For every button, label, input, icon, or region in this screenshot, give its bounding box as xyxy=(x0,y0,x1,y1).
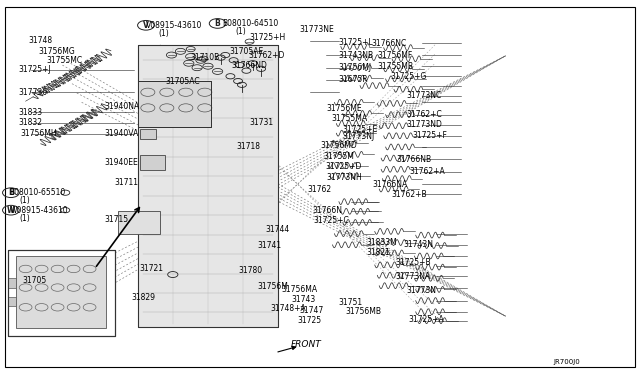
Text: 31721: 31721 xyxy=(140,264,164,273)
Text: 31762+D: 31762+D xyxy=(248,51,285,60)
Text: 31762+B: 31762+B xyxy=(392,190,428,199)
Text: 31756MF: 31756MF xyxy=(378,51,413,60)
Text: 31940VA: 31940VA xyxy=(104,129,139,138)
Text: B08010-65510: B08010-65510 xyxy=(10,188,66,197)
Text: B: B xyxy=(8,188,13,197)
Text: 31756MB: 31756MB xyxy=(346,307,381,316)
Bar xyxy=(138,81,211,127)
Bar xyxy=(138,45,278,327)
Text: 31821: 31821 xyxy=(366,248,390,257)
Text: (1): (1) xyxy=(19,214,30,223)
Text: 317730: 317730 xyxy=(18,88,47,97)
Text: 31715: 31715 xyxy=(104,215,129,224)
Bar xyxy=(8,250,115,336)
Text: 31756MA: 31756MA xyxy=(282,285,317,294)
Text: 31756MJ: 31756MJ xyxy=(338,63,371,72)
Text: 31741: 31741 xyxy=(257,241,282,250)
Text: 31756ME: 31756ME xyxy=(326,104,362,113)
Text: 31766NC: 31766NC xyxy=(371,39,406,48)
Text: (1): (1) xyxy=(19,196,30,205)
Text: 31725+A: 31725+A xyxy=(408,315,444,324)
Text: 31705AE: 31705AE xyxy=(229,47,264,56)
Bar xyxy=(118,211,160,234)
Bar xyxy=(8,278,16,288)
Bar xyxy=(138,45,278,327)
Text: 31725+J: 31725+J xyxy=(18,65,51,74)
Text: 31705: 31705 xyxy=(22,276,47,285)
Text: 31744: 31744 xyxy=(266,225,290,234)
Text: JR700J0: JR700J0 xyxy=(554,359,580,365)
Text: 31773NC: 31773NC xyxy=(406,92,442,100)
Text: 31762: 31762 xyxy=(307,185,332,194)
Text: 31675R: 31675R xyxy=(338,76,367,84)
Text: 31731: 31731 xyxy=(250,118,274,127)
Text: 31762+A: 31762+A xyxy=(410,167,445,176)
Bar xyxy=(140,129,156,139)
Text: 31766NA: 31766NA xyxy=(372,180,408,189)
Text: 31766N: 31766N xyxy=(312,206,342,215)
Text: 31725+C: 31725+C xyxy=(314,216,349,225)
Text: 31773NE: 31773NE xyxy=(300,25,334,33)
Text: 31940NA: 31940NA xyxy=(104,102,140,110)
Text: 31755MC: 31755MC xyxy=(47,56,83,65)
Bar xyxy=(8,297,16,306)
Text: W: W xyxy=(6,206,15,215)
Text: 31756MH: 31756MH xyxy=(20,129,57,138)
Text: 31766ND: 31766ND xyxy=(232,61,268,70)
Text: 31725+D: 31725+D xyxy=(325,162,362,171)
Text: (1): (1) xyxy=(236,27,246,36)
Text: 31833M: 31833M xyxy=(366,238,397,247)
Text: 31773NH: 31773NH xyxy=(326,173,362,182)
Bar xyxy=(8,250,115,336)
Text: 31773ND: 31773ND xyxy=(406,120,442,129)
Text: 31743NB: 31743NB xyxy=(338,51,373,60)
Text: B: B xyxy=(215,19,220,28)
Text: 31710B: 31710B xyxy=(191,53,220,62)
Text: 31755MA: 31755MA xyxy=(332,114,367,123)
Text: (1): (1) xyxy=(159,29,170,38)
Text: 31747: 31747 xyxy=(300,306,324,315)
Text: 31725+B: 31725+B xyxy=(396,258,431,267)
Text: 31773NA: 31773NA xyxy=(396,272,431,280)
Text: B08010-64510: B08010-64510 xyxy=(223,19,279,28)
Text: 31773N: 31773N xyxy=(406,286,436,295)
Text: 31766NB: 31766NB xyxy=(397,155,432,164)
Text: 31725+H: 31725+H xyxy=(250,33,286,42)
Text: 31748+A: 31748+A xyxy=(270,304,306,312)
Text: 31743: 31743 xyxy=(291,295,316,304)
Text: 31755MB: 31755MB xyxy=(378,62,413,71)
Text: FRONT: FRONT xyxy=(291,340,322,349)
Bar xyxy=(16,256,106,328)
Text: 31751: 31751 xyxy=(338,298,362,307)
Bar xyxy=(140,155,165,170)
Text: 31829: 31829 xyxy=(131,293,155,302)
Text: 31743N: 31743N xyxy=(403,240,433,249)
Text: 31773NJ: 31773NJ xyxy=(342,132,374,141)
Text: 31833: 31833 xyxy=(18,108,42,117)
Text: 31762+C: 31762+C xyxy=(406,110,442,119)
Text: 31780: 31780 xyxy=(238,266,262,275)
Text: 31718: 31718 xyxy=(237,142,261,151)
Text: 31725+E: 31725+E xyxy=(342,125,378,134)
Text: V: V xyxy=(143,21,149,30)
Text: 31940EE: 31940EE xyxy=(104,158,138,167)
Text: W08915-43610: W08915-43610 xyxy=(10,206,68,215)
Text: 31756M: 31756M xyxy=(257,282,288,291)
Text: 31832: 31832 xyxy=(18,118,42,127)
Text: 31725+L: 31725+L xyxy=(338,38,372,47)
Text: 31725+G: 31725+G xyxy=(390,72,427,81)
Text: 31755M: 31755M xyxy=(323,152,354,161)
Text: V08915-43610: V08915-43610 xyxy=(146,21,202,30)
Text: 31756MG: 31756MG xyxy=(38,47,75,56)
Bar xyxy=(138,81,211,127)
Text: 31725: 31725 xyxy=(298,316,322,325)
Text: 31725+F: 31725+F xyxy=(413,131,447,140)
Text: 31711: 31711 xyxy=(114,178,138,187)
Text: 31756MD: 31756MD xyxy=(320,141,356,150)
Text: 31705AC: 31705AC xyxy=(165,77,200,86)
Text: 31748: 31748 xyxy=(29,36,53,45)
